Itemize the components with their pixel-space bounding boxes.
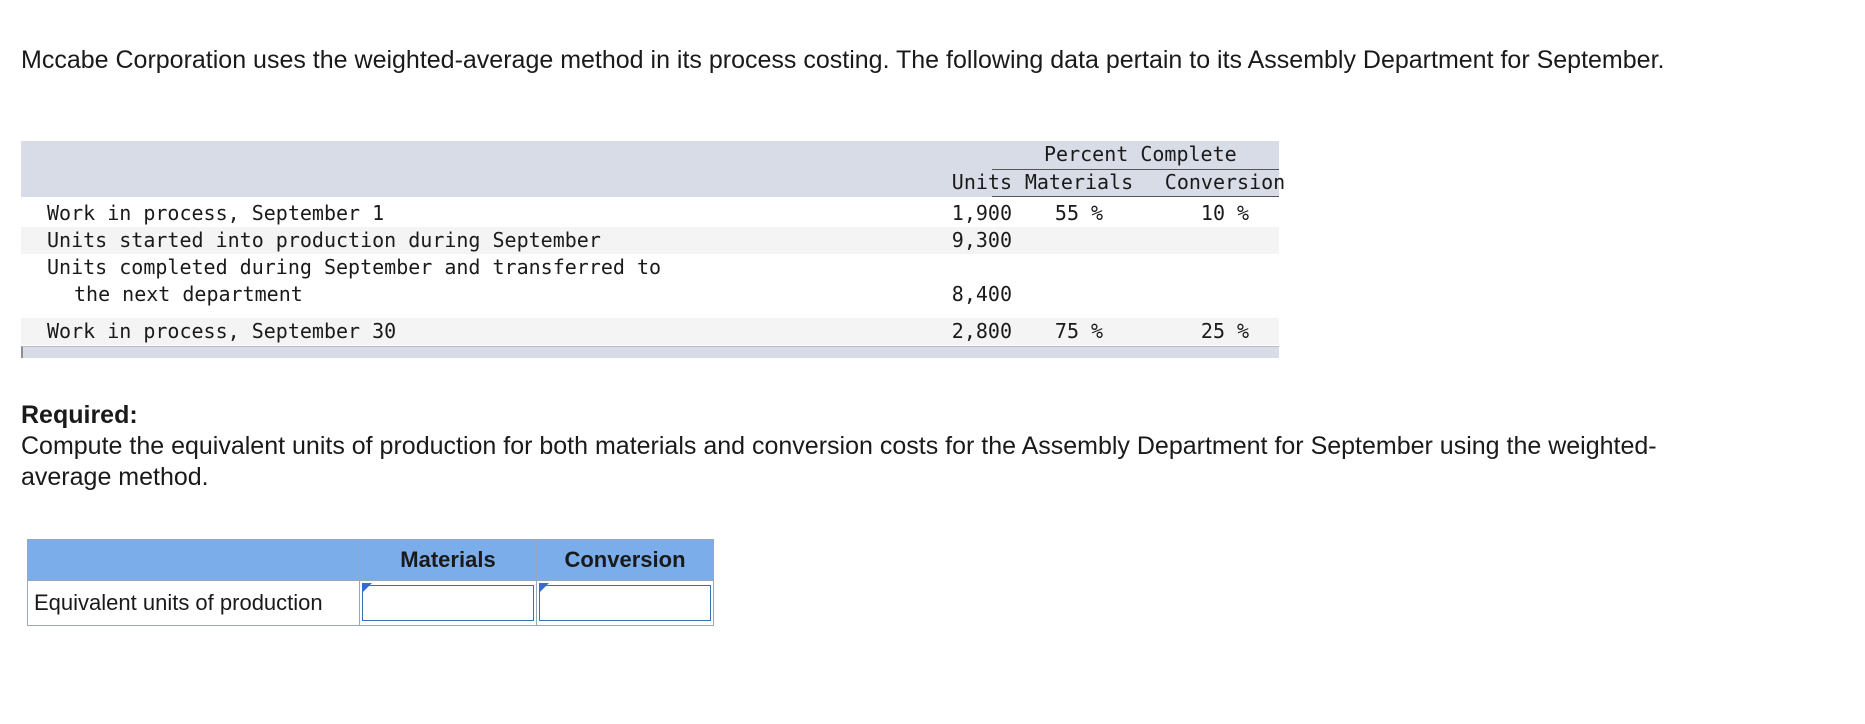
column-header-underline bbox=[992, 196, 1279, 197]
answer-header-conversion: Conversion bbox=[536, 539, 714, 581]
row-units-wip-sept30: 2,800 bbox=[951, 319, 1012, 343]
row-materials-wip-sept30: 75 % bbox=[1054, 319, 1104, 343]
conversion-column-header: Conversion bbox=[1164, 170, 1286, 194]
row-units-wip-sept1: 1,900 bbox=[951, 201, 1012, 225]
answer-table: Materials Conversion Equivalent units of… bbox=[27, 539, 714, 626]
answer-header-materials: Materials bbox=[359, 539, 537, 581]
row-label-units-completed: Units completed during September and tra… bbox=[47, 255, 662, 279]
input-marker-icon bbox=[539, 583, 549, 593]
row-conversion-wip-sept1: 10 % bbox=[1200, 201, 1250, 225]
percent-complete-underline bbox=[992, 169, 1279, 170]
row-conversion-wip-sept30: 25 % bbox=[1200, 319, 1250, 343]
conversion-equivalent-units-input[interactable] bbox=[539, 585, 711, 621]
required-instructions: Compute the equivalent units of producti… bbox=[21, 432, 1657, 491]
row-label-wip-sept30: Work in process, September 30 bbox=[47, 319, 397, 343]
required-heading: Required: bbox=[21, 401, 138, 429]
units-column-header: Units bbox=[951, 170, 1012, 194]
row-band bbox=[21, 227, 1279, 254]
table-footer-bar bbox=[21, 346, 1279, 358]
row-label-wip-sept1: Work in process, September 1 bbox=[47, 201, 385, 225]
percent-complete-header: Percent Complete bbox=[1044, 142, 1237, 166]
answer-header-blank bbox=[27, 539, 360, 581]
row-units-units-started: 9,300 bbox=[951, 228, 1012, 252]
materials-input-cell bbox=[359, 580, 537, 626]
conversion-input-cell bbox=[536, 580, 714, 626]
row-units-units-completed: 8,400 bbox=[951, 282, 1012, 306]
row-band bbox=[21, 318, 1279, 345]
answer-header-row: Materials Conversion bbox=[27, 539, 714, 581]
materials-column-header: Materials bbox=[1024, 170, 1134, 194]
input-marker-icon bbox=[362, 583, 372, 593]
row-label-units-started: Units started into production during Sep… bbox=[47, 228, 601, 252]
equivalent-units-label: Equivalent units of production bbox=[27, 580, 360, 626]
row-label-units-completed-cont: the next department bbox=[74, 282, 303, 306]
materials-equivalent-units-input[interactable] bbox=[362, 585, 534, 621]
answer-row: Equivalent units of production bbox=[27, 580, 714, 626]
row-materials-wip-sept1: 55 % bbox=[1054, 201, 1104, 225]
problem-intro: Mccabe Corporation uses the weighted-ave… bbox=[21, 46, 1665, 74]
